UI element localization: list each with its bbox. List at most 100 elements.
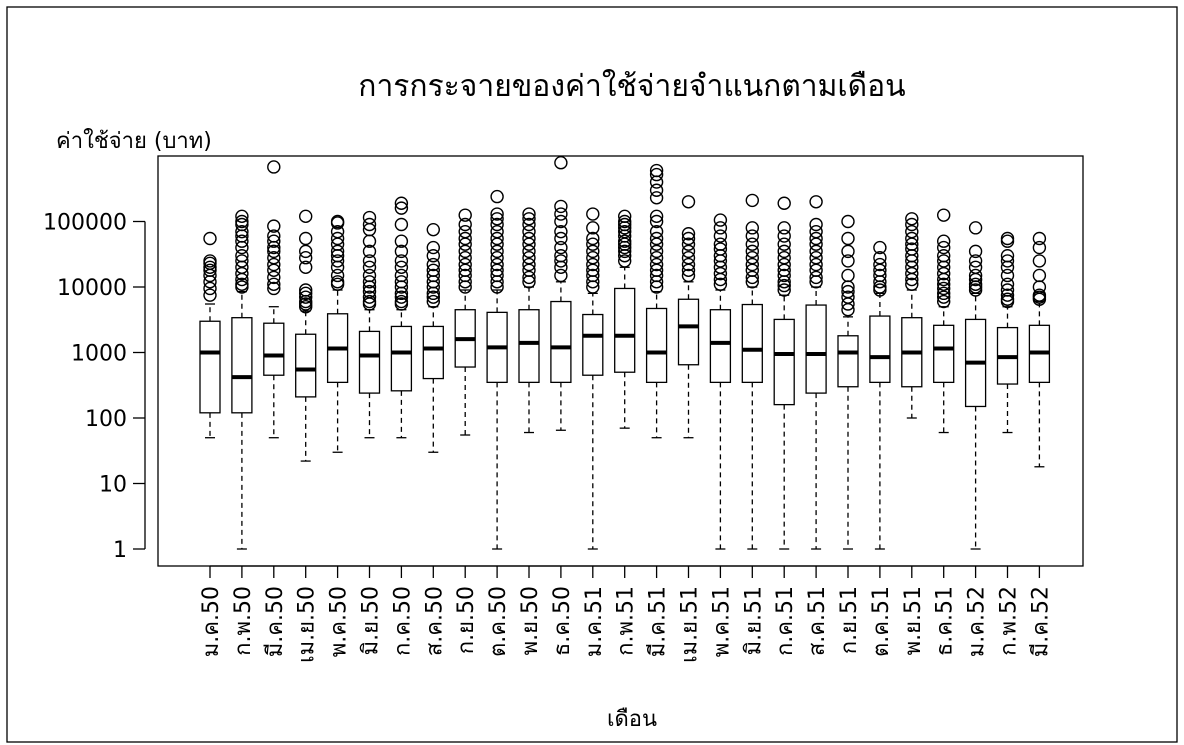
box-21 [837, 214, 859, 550]
outlier-point [490, 231, 504, 246]
outlier-point [841, 214, 855, 229]
outlier-point [1000, 234, 1015, 248]
outlier-point [426, 222, 440, 237]
x-tick-label: ก.พ.51 [614, 586, 639, 656]
outlier-point [235, 217, 249, 232]
x-tick-label: มิ.ย.51 [741, 586, 766, 655]
outlier-point [777, 268, 791, 283]
outlier-point [554, 231, 568, 246]
iqr-box [582, 313, 604, 376]
outlier-point [1032, 254, 1047, 268]
outlier-point [554, 240, 568, 255]
outlier-point [1032, 288, 1047, 302]
box-13 [582, 207, 604, 550]
outlier-point [394, 201, 409, 215]
outlier-point [841, 231, 855, 246]
outlier-point [458, 244, 472, 259]
outlier-point [649, 214, 664, 229]
box-14 [614, 209, 636, 429]
outlier-point [809, 244, 823, 259]
outlier-point [649, 209, 664, 224]
outlier-point [235, 209, 249, 224]
outlier-point [905, 212, 919, 226]
outlier-point [649, 167, 664, 182]
outlier-point [426, 268, 440, 283]
x-tick-label: พ.ย.51 [901, 586, 926, 655]
outlier-point [777, 257, 791, 272]
box-4 [295, 209, 317, 462]
box-1 [199, 231, 221, 439]
x-tick-label: ต.ค.50 [486, 586, 511, 657]
box-5 [326, 214, 349, 453]
outlier-point [1000, 268, 1015, 283]
outlier-point [299, 283, 313, 297]
box-26 [996, 231, 1019, 434]
outlier-point [745, 257, 759, 272]
outlier-point [841, 268, 855, 283]
outlier-point [267, 277, 281, 291]
x-axis-title: เดือน [607, 707, 657, 732]
outlier-point [203, 254, 217, 268]
x-tick-label: ก.ย.51 [837, 586, 862, 654]
outlier-point [458, 257, 472, 272]
outlier-point [777, 283, 791, 297]
outlier-point [394, 254, 409, 268]
x-tick-label: ก.พ.52 [997, 586, 1022, 656]
outlier-point [426, 257, 440, 272]
outlier-point [1000, 231, 1015, 246]
y-tick-label: 1 [113, 538, 127, 563]
outlier-point [299, 260, 313, 274]
iqr-box [614, 287, 636, 373]
iqr-box [358, 330, 381, 394]
x-tick-label: พ.ค.51 [709, 586, 734, 657]
x-tick-label: ม.ค.50 [199, 586, 224, 657]
outlier-point [618, 244, 632, 259]
outlier-point [618, 217, 632, 232]
outlier-point [490, 257, 504, 272]
box-25 [964, 221, 987, 550]
outlier-point [522, 217, 536, 232]
outlier-point [745, 251, 759, 265]
outlier-point [968, 268, 983, 283]
outlier-point [873, 240, 887, 255]
x-tick-label: พ.ย.50 [518, 586, 543, 655]
outlier-point [841, 290, 855, 304]
box-2 [231, 209, 253, 550]
outlier-point [968, 254, 983, 268]
outlier-point [362, 260, 377, 274]
outlier-point [1032, 240, 1047, 255]
outlier-point [362, 275, 377, 289]
outlier-point [426, 263, 440, 277]
box-6 [358, 210, 381, 439]
outlier-point [1032, 268, 1047, 283]
outlier-point [299, 251, 313, 265]
outlier-point [681, 251, 696, 265]
outlier-point [554, 199, 568, 214]
outlier-point [267, 257, 281, 272]
chart-title: การกระจายของค่าใช้จ่ายจำแนกตามเดือน [358, 69, 905, 104]
outlier-point [873, 251, 887, 265]
outlier-point [968, 260, 983, 274]
outlier-point [490, 207, 504, 221]
outlier-point [649, 231, 664, 246]
iqr-box [390, 325, 413, 392]
y-tick-label: 10 [99, 473, 127, 498]
box-27 [1028, 231, 1051, 468]
outlier-point [937, 208, 951, 222]
outlier-point [299, 290, 313, 304]
outlier-point [586, 251, 600, 265]
box-series [199, 156, 1051, 550]
outlier-point [618, 254, 632, 268]
outlier-point [1000, 283, 1015, 297]
outlier-point [905, 231, 919, 246]
outlier-point [267, 229, 281, 243]
outlier-point [937, 277, 951, 291]
outlier-point [777, 251, 791, 265]
iqr-box [837, 335, 859, 388]
outlier-point [586, 268, 600, 283]
outlier-point [267, 160, 281, 174]
outlier-point [394, 260, 409, 274]
outlier-point [522, 251, 536, 265]
outlier-point [235, 234, 249, 248]
